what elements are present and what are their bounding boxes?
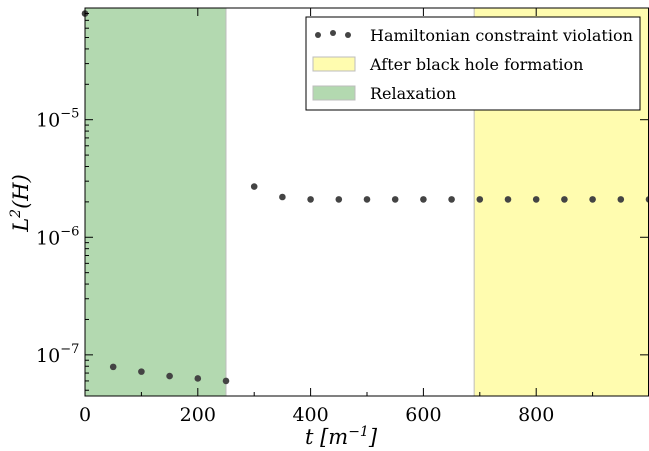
data-point <box>109 363 117 371</box>
x-tick-label: 800 <box>518 404 554 426</box>
x-axis-title: t [m−1] <box>305 424 378 449</box>
legend-swatch <box>312 56 356 72</box>
data-point <box>307 196 314 203</box>
x-tick-label: 400 <box>292 404 328 426</box>
y-tick-label: 10−7 <box>36 342 79 367</box>
data-point <box>617 196 625 203</box>
data-point <box>335 196 343 203</box>
legend-label: After black hole formation <box>369 55 583 74</box>
data-point <box>279 193 286 201</box>
x-tick-label: 0 <box>79 404 91 426</box>
data-points <box>81 10 649 385</box>
y-axis-title: L2(H) <box>8 174 33 233</box>
data-point <box>363 196 371 203</box>
legend-label: Relaxation <box>370 84 456 103</box>
x-tick-label: 200 <box>180 404 216 426</box>
data-point <box>391 196 399 203</box>
data-point <box>138 368 145 375</box>
y-axis: 10−7 10−6 10−5 <box>36 13 648 391</box>
data-point <box>504 196 512 203</box>
data-point <box>194 375 202 382</box>
data-point <box>250 183 258 190</box>
y-tick-label: 10−6 <box>36 224 79 249</box>
x-tick-label: 600 <box>405 404 441 426</box>
legend-swatch <box>312 85 356 101</box>
data-point <box>532 196 540 203</box>
data-point <box>561 196 568 203</box>
data-point <box>589 196 596 203</box>
data-point <box>166 372 173 380</box>
y-tick-label: 10−5 <box>36 107 79 132</box>
region-0 <box>84 7 227 397</box>
legend-label: Hamiltonian constraint violation <box>370 26 633 45</box>
legend-marker <box>330 30 336 36</box>
data-point <box>448 196 455 203</box>
legend-box <box>305 16 641 111</box>
data-point <box>476 196 484 203</box>
x-axis: 0 200 400 600 800 <box>79 8 594 426</box>
data-point <box>420 196 427 203</box>
legend: Hamiltonian constraint violation After bl… <box>305 16 641 111</box>
data-point <box>222 377 230 385</box>
legend-marker <box>345 32 351 38</box>
legend-marker <box>315 32 321 38</box>
